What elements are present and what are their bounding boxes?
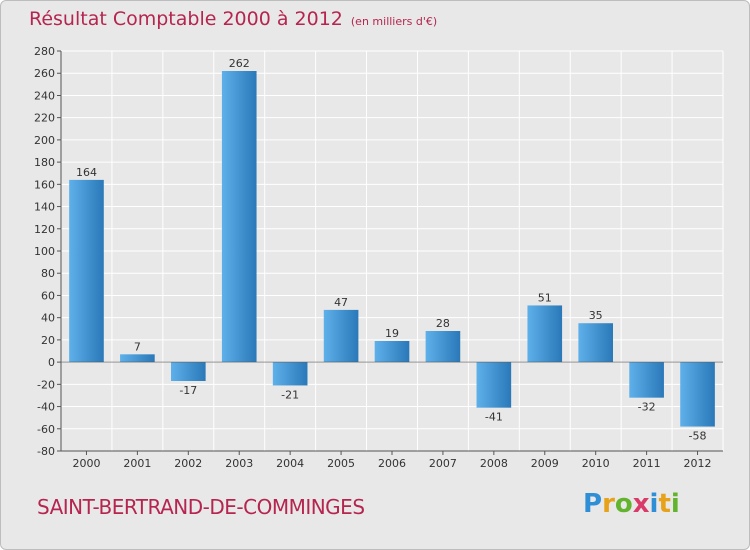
y-tick-label: 240 xyxy=(34,89,55,102)
bar-2009 xyxy=(527,305,563,363)
logo-letter: t xyxy=(658,489,671,519)
y-tick-label: 40 xyxy=(41,312,55,325)
chart-unit: (en milliers d'€) xyxy=(350,15,438,28)
bar-2003 xyxy=(221,71,257,363)
y-tick-label: -80 xyxy=(37,445,55,458)
x-tick-label: 2000 xyxy=(72,457,100,470)
bar-2012 xyxy=(680,362,715,427)
bar-value-label: 164 xyxy=(76,166,97,179)
logo-letter: o xyxy=(614,489,633,519)
logo-letter: i xyxy=(670,489,680,519)
commune-name: SAINT-BERTRAND-DE-COMMINGES xyxy=(37,495,365,519)
x-tick-label: 2011 xyxy=(633,457,661,470)
logo-letter: i xyxy=(649,489,659,519)
bar-2010 xyxy=(578,323,614,363)
bar-2005 xyxy=(323,309,359,363)
y-tick-label: -40 xyxy=(37,401,55,414)
logo-letter: P xyxy=(583,489,603,519)
chart-title: Résultat Comptable 2000 à 2012 (en millie… xyxy=(29,8,437,30)
bar-value-label: 28 xyxy=(436,317,450,330)
bar-2006 xyxy=(374,341,410,363)
y-tick-label: 140 xyxy=(34,201,55,214)
logo-letter: x xyxy=(632,489,650,519)
x-tick-label: 2003 xyxy=(225,457,253,470)
proxiti-logo: Proxiti xyxy=(583,489,680,519)
bar-value-label: -21 xyxy=(281,388,299,401)
y-tick-label: 0 xyxy=(48,356,55,369)
x-tick-label: 2002 xyxy=(174,457,202,470)
grid-lines xyxy=(60,50,724,452)
y-tick-label: 60 xyxy=(41,289,55,302)
bar-value-label: 47 xyxy=(334,296,348,309)
bar-value-label: 51 xyxy=(538,291,552,304)
y-tick-label: 200 xyxy=(34,134,55,147)
x-tick-label: 2004 xyxy=(276,457,304,470)
y-tick-label: 220 xyxy=(34,112,55,125)
logo-letter: r xyxy=(602,489,615,519)
chart-title-text: Résultat Comptable 2000 à 2012 xyxy=(29,8,343,30)
y-tick-label: 260 xyxy=(34,67,55,80)
bar-2008 xyxy=(476,362,512,408)
bar-value-label: -41 xyxy=(485,411,503,424)
y-tick-label: -20 xyxy=(37,378,55,391)
x-tick-label: 2006 xyxy=(378,457,406,470)
bar-2004 xyxy=(272,362,308,386)
y-tick-label: 80 xyxy=(41,267,55,280)
x-tick-label: 2001 xyxy=(123,457,151,470)
x-tick-label: 2012 xyxy=(684,457,712,470)
y-tick-label: 280 xyxy=(34,45,55,58)
y-tick-label: -60 xyxy=(37,423,55,436)
bar-value-label: 7 xyxy=(134,340,141,353)
x-tick-label: 2010 xyxy=(582,457,610,470)
x-tick-label: 2008 xyxy=(480,457,508,470)
x-tick-label: 2009 xyxy=(531,457,559,470)
y-tick-label: 20 xyxy=(41,334,55,347)
bar-value-label: 19 xyxy=(385,327,399,340)
bars xyxy=(69,71,715,427)
bar-2000 xyxy=(69,179,104,363)
bar-2002 xyxy=(170,362,206,381)
y-tick-label: 160 xyxy=(34,178,55,191)
bar-value-label: -58 xyxy=(689,430,707,443)
y-tick-label: 120 xyxy=(34,223,55,236)
bar-value-label: 262 xyxy=(229,57,250,70)
bar-2011 xyxy=(629,362,664,398)
x-tick-label: 2005 xyxy=(327,457,355,470)
bar-2001 xyxy=(120,354,155,363)
bar-value-label: 35 xyxy=(589,309,603,322)
y-tick-label: 100 xyxy=(34,245,55,258)
x-tick-label: 2007 xyxy=(429,457,457,470)
axes: -80-60-40-200204060801001201401601802002… xyxy=(34,45,723,470)
bar-value-label: -32 xyxy=(638,401,656,414)
bar-value-label: -17 xyxy=(179,384,197,397)
labels: 164 7 -17 262 -21 47 19 28 -41 51 35 -32 -58 xyxy=(76,57,707,443)
bar-2007 xyxy=(425,331,461,363)
y-tick-label: 180 xyxy=(34,156,55,169)
